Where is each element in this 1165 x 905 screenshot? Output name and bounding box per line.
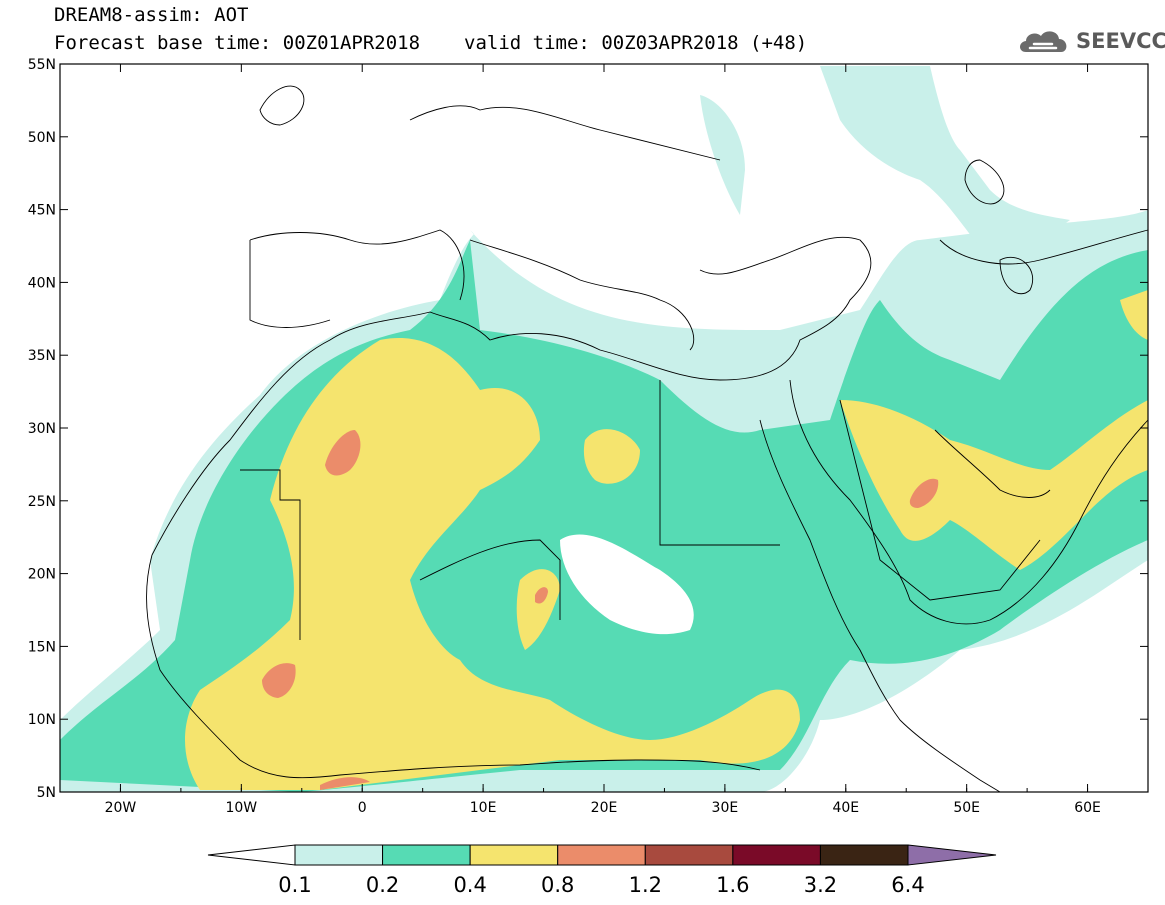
colorbar-label: 1.6 bbox=[716, 873, 749, 897]
aot-band-0.8-mali bbox=[262, 663, 296, 698]
aot-band-0.1-caspian bbox=[820, 66, 1070, 270]
lon-label: 20E bbox=[591, 800, 618, 816]
colorbar-box bbox=[819, 844, 909, 866]
lon-label: 10W bbox=[225, 800, 257, 816]
lat-label: 30N bbox=[28, 421, 56, 437]
aot-band-0.4-iran bbox=[1120, 290, 1148, 340]
map-subtitle: Forecast base time: 00Z01APR2018 valid ti… bbox=[54, 33, 807, 53]
lat-label: 55N bbox=[28, 57, 56, 73]
lon-label: 30E bbox=[712, 800, 739, 816]
colorbar-label: 1.2 bbox=[629, 873, 662, 897]
aot-band-0.8-gulf-guinea bbox=[320, 777, 370, 790]
aot-shading bbox=[60, 66, 1148, 792]
lat-label: 5N bbox=[37, 785, 56, 801]
lat-label: 10N bbox=[28, 712, 56, 728]
lat-label: 50N bbox=[28, 130, 56, 146]
colorbar-box bbox=[382, 844, 471, 866]
valid-time: valid time: 00Z03APR2018 (+48) bbox=[464, 32, 808, 54]
lat-label: 40N bbox=[28, 275, 56, 291]
lat-label: 25N bbox=[28, 494, 56, 510]
clear-sahara bbox=[560, 534, 694, 635]
lon-label: 20W bbox=[105, 800, 137, 816]
coastlines bbox=[146, 85, 1149, 793]
colorbar-label: 0.1 bbox=[278, 873, 311, 897]
aot-band-0.8-arabia bbox=[909, 478, 939, 508]
colorbar-box bbox=[557, 844, 646, 866]
lat-label: 15N bbox=[28, 639, 56, 655]
colorbar-label: 6.4 bbox=[891, 873, 924, 897]
seevccc-logo: SEEVCCC bbox=[1016, 26, 1165, 56]
lon-label: 0 bbox=[358, 800, 367, 816]
map-title: DREAM8-assim: AOT bbox=[54, 4, 249, 26]
colorbar-label: 3.2 bbox=[804, 873, 837, 897]
axes: 5N 10N 15N 20N 25N 30N 35N 40N 45N 50N 55N 20W 10W 0 1… bbox=[28, 57, 1149, 816]
colorbar-low-triangle bbox=[207, 844, 296, 866]
colorbar-label: 0.2 bbox=[366, 873, 399, 897]
aot-band-0.8-algeria bbox=[325, 430, 361, 476]
aot-band-0.8-chad bbox=[535, 587, 548, 604]
aot-band-0.4-egypt bbox=[583, 429, 640, 484]
aot-band-0.1-north bbox=[700, 95, 745, 215]
colorbar: 0.1 0.2 0.4 0.8 1.2 1.6 3.2 6.4 bbox=[207, 844, 997, 897]
colorbar-high-triangle bbox=[907, 844, 997, 866]
lon-label: 40E bbox=[832, 800, 859, 816]
colorbar-label: 0.8 bbox=[541, 873, 574, 897]
lon-label: 50E bbox=[953, 800, 980, 816]
lon-label: 60E bbox=[1074, 800, 1101, 816]
colorbar-box bbox=[469, 844, 559, 866]
lat-label: 20N bbox=[28, 567, 56, 583]
aot-band-0.4-chad bbox=[516, 569, 560, 650]
lon-label: 10E bbox=[470, 800, 497, 816]
colorbar-box bbox=[644, 844, 734, 866]
lat-label: 35N bbox=[28, 348, 56, 364]
forecast-base-time: Forecast base time: 00Z01APR2018 bbox=[54, 32, 421, 54]
colorbar-box bbox=[732, 844, 821, 866]
lat-label: 45N bbox=[28, 203, 56, 219]
aot-band-0.4-arabia bbox=[840, 400, 1148, 570]
colorbar-box bbox=[294, 844, 384, 866]
colorbar-label: 0.4 bbox=[453, 873, 486, 897]
logo-text: SEEVCCC bbox=[1076, 29, 1165, 53]
cloud-icon bbox=[1020, 31, 1067, 52]
